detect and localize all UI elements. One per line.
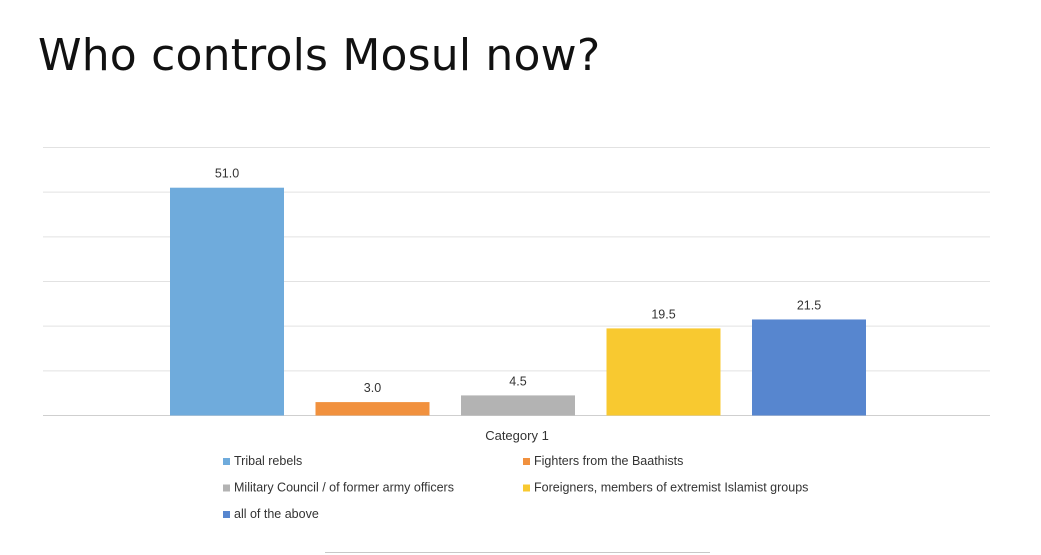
bar [461,395,575,416]
legend-label: Fighters from the Baathists [534,454,683,468]
bar [752,319,866,416]
legend-label: Tribal rebels [234,454,302,468]
legend-swatch [523,458,530,465]
legend-swatch [523,484,530,492]
legend-label: Military Council / of former army office… [234,481,454,495]
legend-label: Foreigners, members of extremist Islamis… [534,481,808,495]
data-label: 21.5 [797,298,821,312]
bar [315,402,430,416]
legend: Tribal rebels Fighters from the Baathists… [223,454,808,521]
bar [606,328,721,416]
data-label: 51.0 [215,167,239,181]
data-label: 19.5 [651,307,675,321]
category-label: Category 1 [485,428,549,443]
legend-swatch [223,458,230,465]
bar [170,187,284,416]
legend-label: all of the above [234,507,319,521]
legend-swatch [223,511,230,518]
data-labels: 51.0 3.0 4.5 19.5 21.5 [215,167,821,395]
data-label: 3.0 [364,381,381,395]
divider-line [325,552,710,553]
legend-swatch [223,484,230,492]
data-label: 4.5 [509,374,526,388]
bars [170,187,866,416]
chart-title: Who controls Mosul now? [38,30,601,81]
